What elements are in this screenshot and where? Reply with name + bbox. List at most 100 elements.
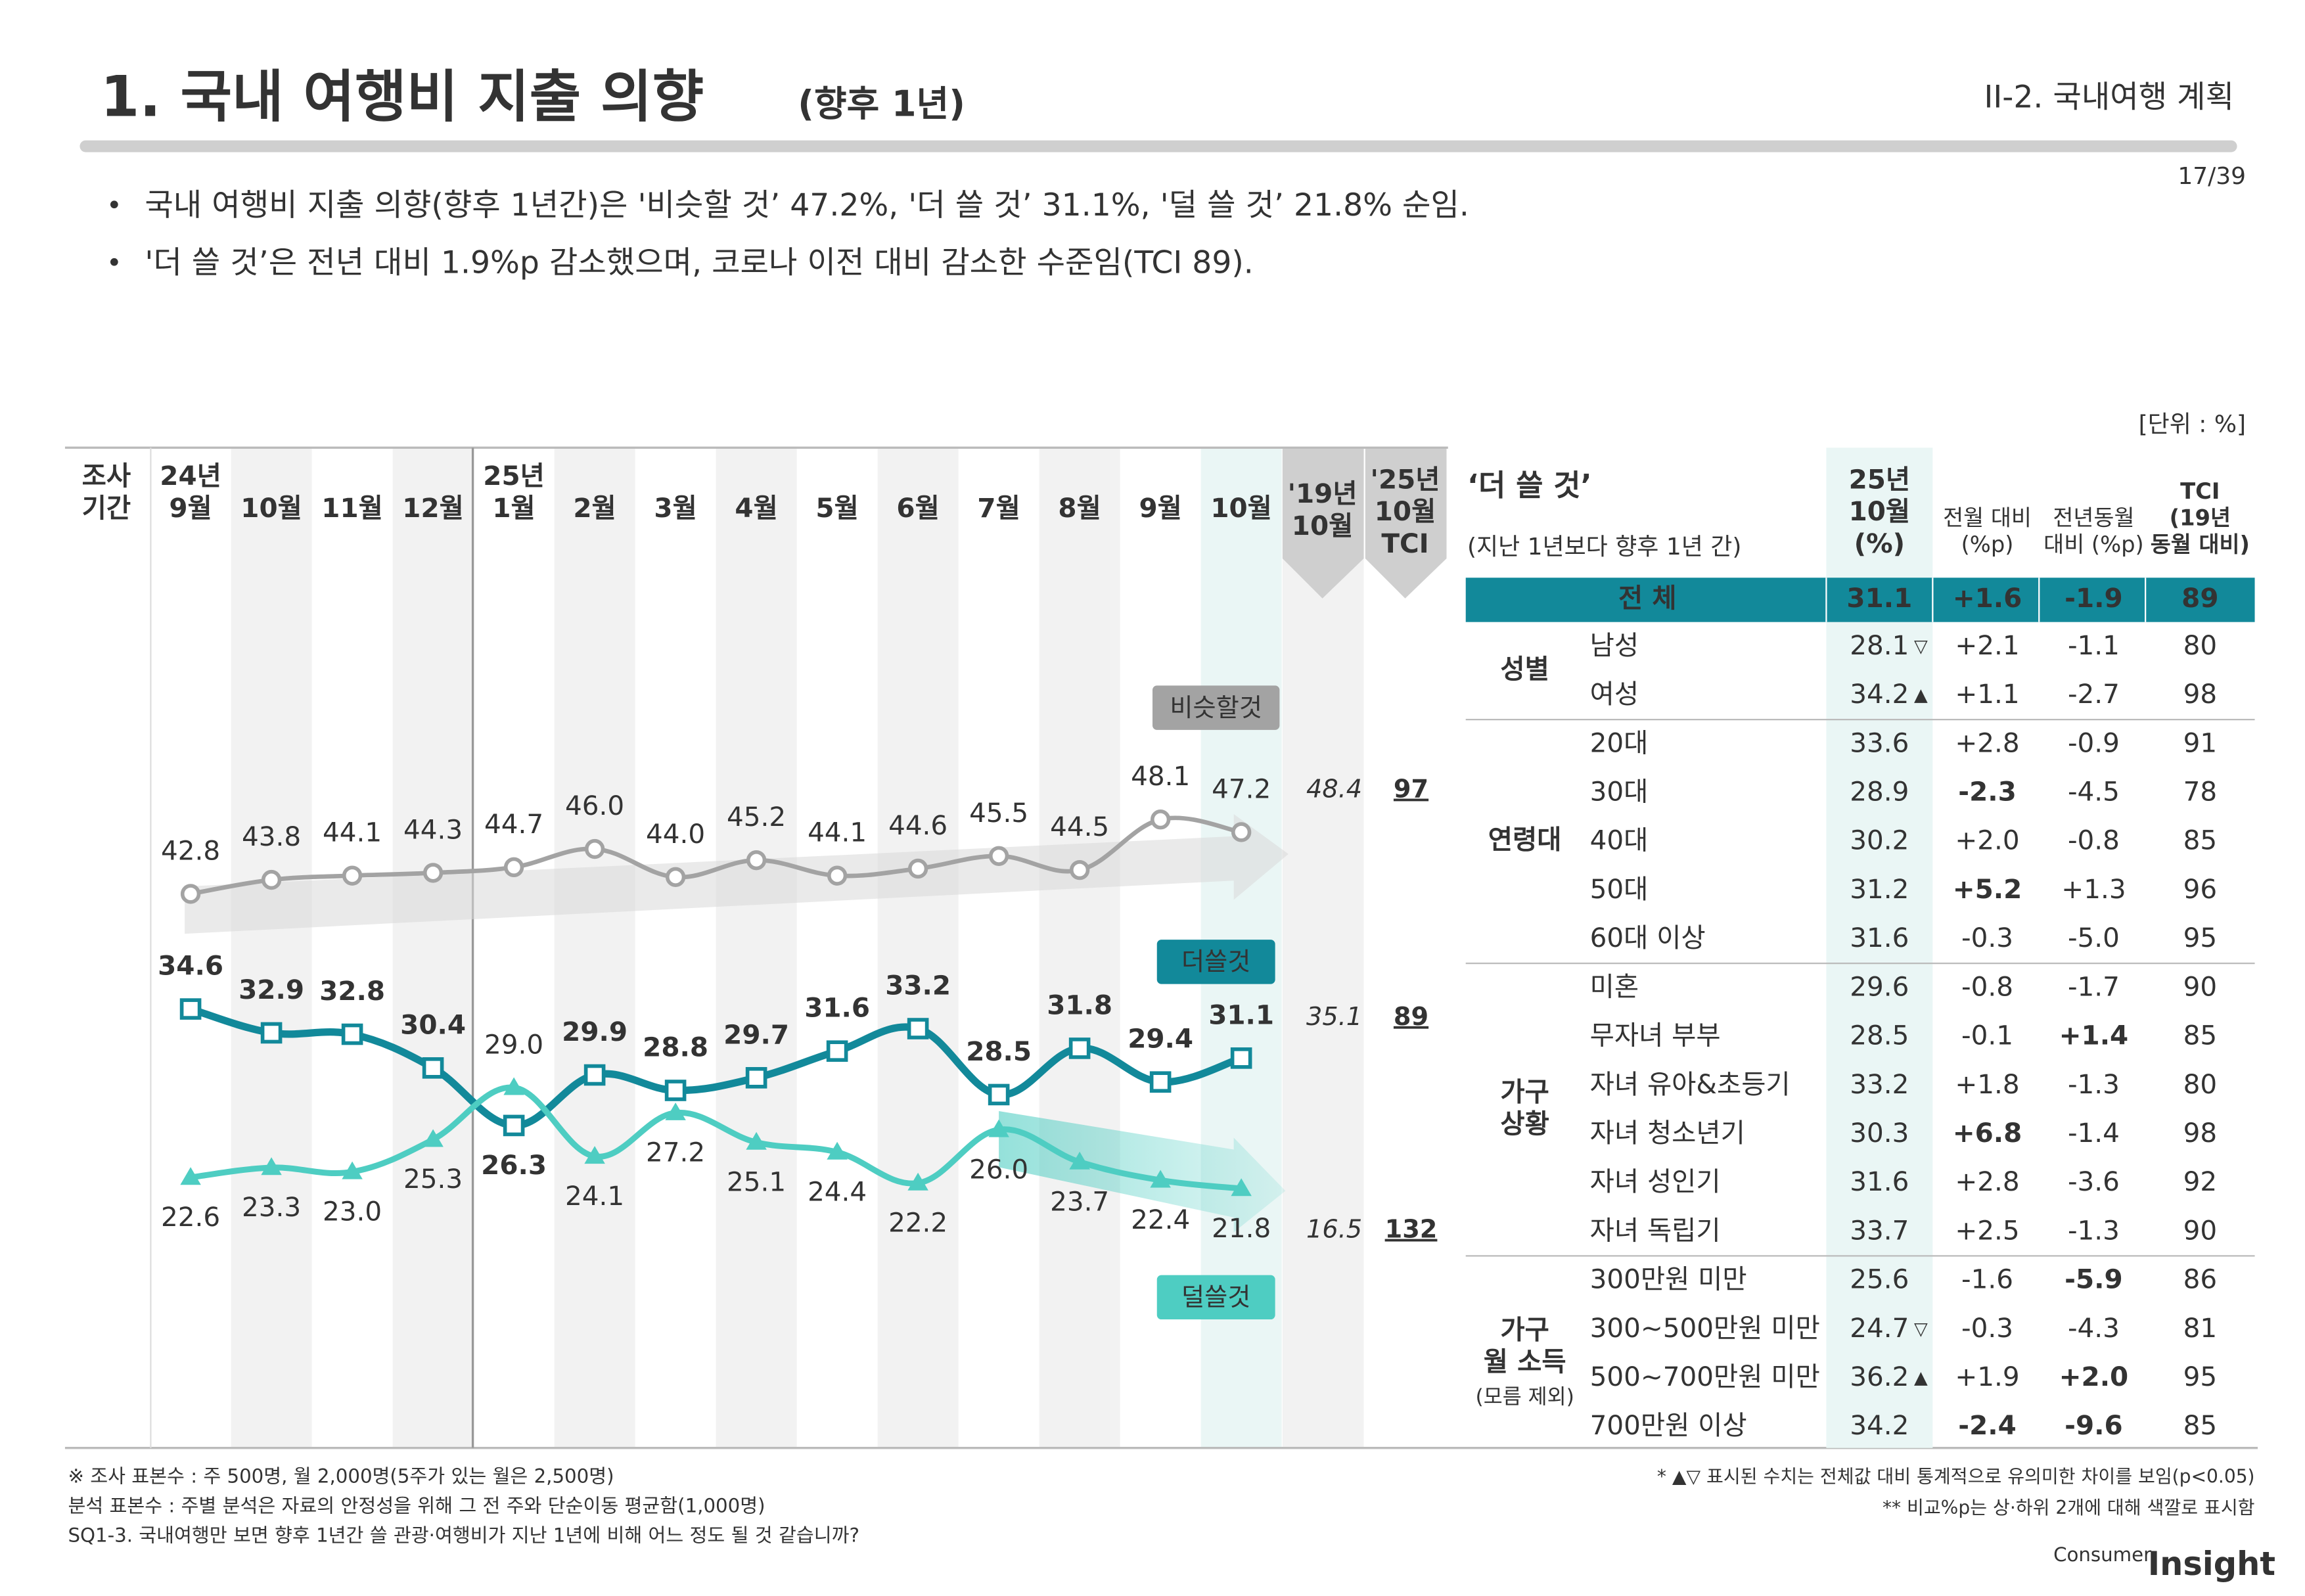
data-label: 26.0 <box>969 1153 1028 1185</box>
trend-arrow <box>999 1110 1286 1233</box>
point <box>988 1119 1009 1137</box>
data-label: 29.9 <box>562 1016 628 1047</box>
legend-box <box>1156 1275 1275 1320</box>
total-cell: 31.1 <box>1846 582 1912 614</box>
tci-value: 97 <box>1394 775 1428 804</box>
cell: -0.8 <box>1961 970 2013 1002</box>
data-label: 44.7 <box>484 808 543 840</box>
cell: -0.9 <box>2068 727 2120 758</box>
cell: -5.9 <box>2065 1264 2123 1295</box>
x-tick-label: 9월 <box>1139 492 1181 524</box>
data-label: 46.0 <box>565 790 624 821</box>
point <box>422 1129 444 1147</box>
data-label: 45.5 <box>969 797 1028 829</box>
cell: -0.1 <box>1961 1020 2013 1051</box>
cell: +2.5 <box>1955 1214 2019 1246</box>
cell: 31.6 <box>1850 922 1909 953</box>
cell: -1.3 <box>2068 1068 2120 1100</box>
row-label: 50대 <box>1590 873 1649 905</box>
data-label: 32.8 <box>319 975 385 1007</box>
cell: 90 <box>2183 1214 2218 1246</box>
column-shade <box>716 447 797 1448</box>
point <box>1150 809 1171 830</box>
cell: 30.2 <box>1850 825 1909 856</box>
cell: +1.1 <box>1955 678 2019 710</box>
column-shade <box>231 447 312 1448</box>
bullet: '더 쓸 것’은 전년 대비 1.9%p 감소했으며, 코로나 이전 대비 감소… <box>145 245 1253 281</box>
total-cell: -1.9 <box>2065 582 2123 614</box>
data-label: 30.4 <box>400 1009 466 1040</box>
point <box>745 1066 767 1089</box>
x-tick-label: 10월 <box>1210 492 1272 524</box>
data-label: 44.0 <box>646 818 705 850</box>
cell: -0.8 <box>2068 825 2120 856</box>
cell: 25.6 <box>1850 1264 1909 1295</box>
cell: 29.6 <box>1850 970 1909 1002</box>
data-label: 22.6 <box>161 1201 220 1233</box>
footnote: * ▲▽ 표시된 수치는 전체값 대비 통계적으로 유의미한 차이를 보임(p<… <box>1657 1466 2255 1488</box>
point <box>261 1157 282 1175</box>
point <box>907 1172 928 1191</box>
data-label: 42.8 <box>161 834 220 866</box>
x-tick-label: 7월 <box>977 492 1020 524</box>
column-shade <box>392 447 474 1448</box>
unit-label: [단위 : %] <box>2139 411 2246 438</box>
row-label: 700만원 이상 <box>1590 1409 1747 1441</box>
column-shade <box>1039 447 1120 1448</box>
cell: -1.3 <box>2068 1214 2120 1246</box>
point <box>261 869 282 890</box>
row-label: 500~700만원 미만 <box>1590 1361 1820 1392</box>
cell: -3.6 <box>2068 1166 2120 1197</box>
x-tick-label: 4월 <box>735 492 777 524</box>
point <box>907 1018 929 1039</box>
cell: -1.4 <box>2068 1117 2120 1149</box>
cell: +2.0 <box>2059 1361 2129 1392</box>
point <box>665 1102 686 1120</box>
data-label: 34.6 <box>158 950 223 982</box>
group-label: 가구 월 소득 <box>1484 1313 1566 1377</box>
cell: 80 <box>2183 629 2218 661</box>
data-label: 24.1 <box>565 1180 624 1212</box>
data-label: 27.2 <box>646 1137 705 1168</box>
cell: 33.6 <box>1850 727 1909 758</box>
sig-mark: ▲ <box>1914 1367 1928 1388</box>
cell: -1.6 <box>1961 1264 2013 1295</box>
cell: -0.3 <box>1961 922 2013 953</box>
x-tick-label: 3월 <box>654 492 696 524</box>
x-tick-label: 8월 <box>1058 492 1101 524</box>
data-label: 28.5 <box>966 1036 1032 1067</box>
data-label: 43.8 <box>242 821 301 852</box>
cell: 33.7 <box>1850 1214 1909 1246</box>
point <box>584 838 605 859</box>
page-number: 17/39 <box>2178 163 2246 190</box>
cell: 34.2 <box>1850 678 1909 710</box>
cell: 85 <box>2183 1020 2218 1051</box>
data-label: 31.1 <box>1208 999 1274 1030</box>
data-label: 48.1 <box>1131 760 1190 792</box>
column-shade <box>877 447 959 1448</box>
column-header: 25년 10월 (%) <box>1849 464 1911 559</box>
cell: -1.7 <box>2068 970 2120 1002</box>
x-tick-label: 12월 <box>402 492 464 524</box>
series-line <box>190 1084 1242 1192</box>
data-label: 25.3 <box>403 1163 463 1195</box>
legend-label: 비슷할것 <box>1170 694 1262 723</box>
ref-column-shade <box>1282 447 1364 1448</box>
row-label: 300~500만원 미만 <box>1590 1312 1820 1344</box>
row-label: 자녀 성인기 <box>1590 1166 1721 1197</box>
row-label: 무자녀 부부 <box>1590 1020 1721 1051</box>
cell: -5.0 <box>2068 922 2120 953</box>
row-label: 40대 <box>1590 825 1649 856</box>
point <box>422 1057 444 1079</box>
cell: 24.7 <box>1850 1312 1909 1344</box>
cell: +1.3 <box>2061 873 2126 905</box>
tci-value: 89 <box>1394 1003 1428 1032</box>
cell: 31.2 <box>1850 873 1909 905</box>
ref-header-shape <box>1282 447 1364 599</box>
x-tick-label: 5월 <box>815 492 858 524</box>
point <box>988 846 1009 866</box>
group-label: 가구 상황 <box>1500 1076 1549 1139</box>
point <box>1150 1170 1171 1188</box>
row-label: 미혼 <box>1590 970 1639 1002</box>
sig-mark: ▲ <box>1914 685 1928 706</box>
